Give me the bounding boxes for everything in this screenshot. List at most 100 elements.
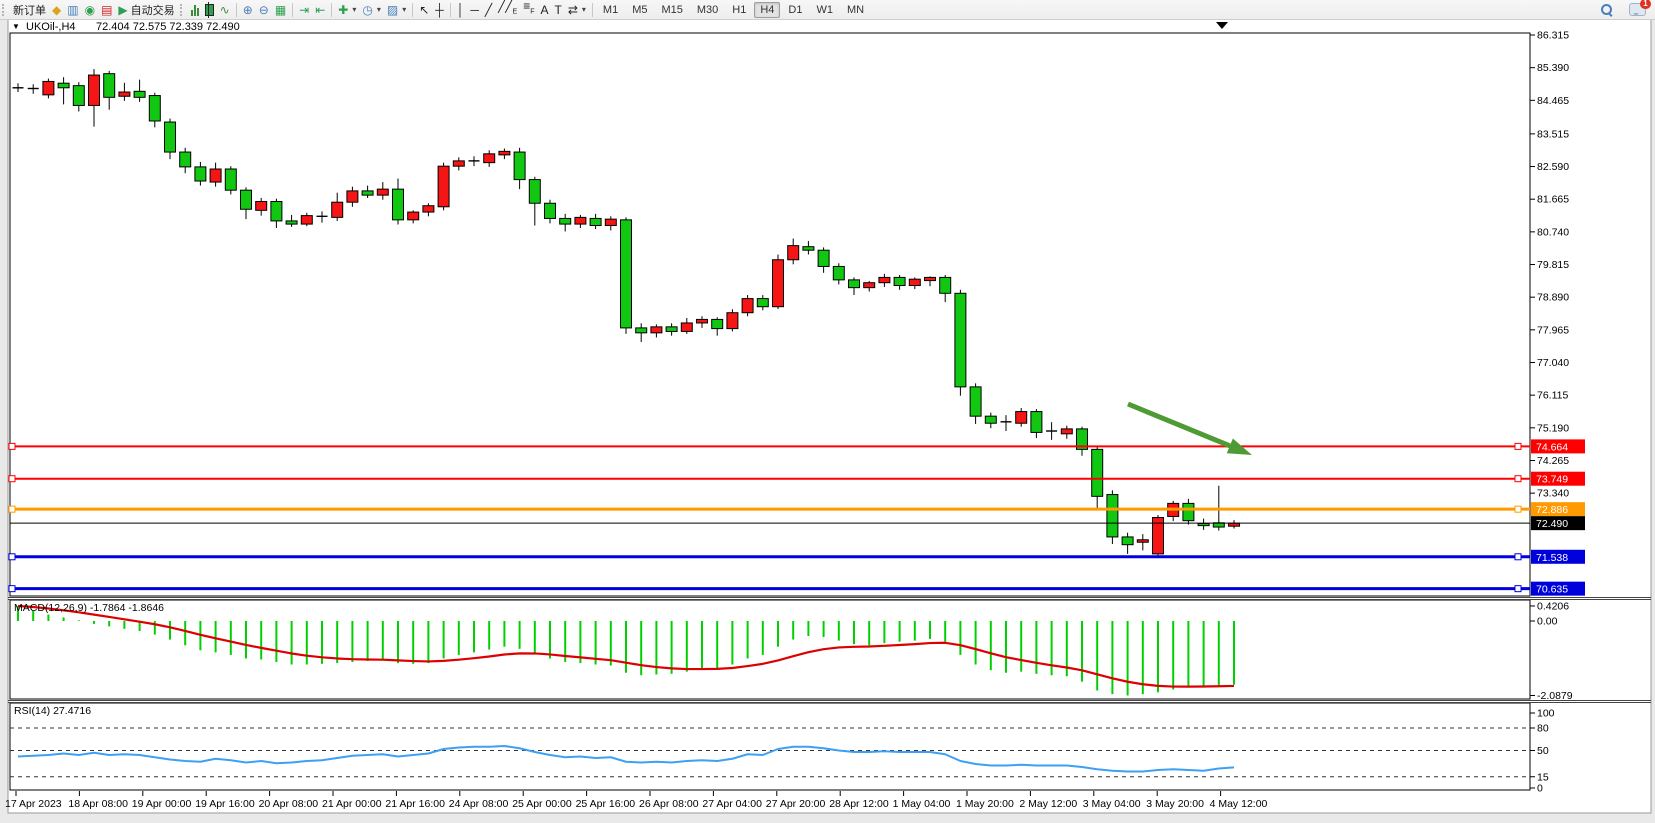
text-button[interactable]: A (537, 1, 551, 18)
hline-handle[interactable] (1514, 585, 1522, 593)
autotrading-button[interactable]: ▶ 自动交易 (115, 1, 177, 18)
hline-handle[interactable] (8, 442, 16, 450)
trendline-button[interactable]: ╱ (482, 1, 495, 18)
toolbar-grip (2, 3, 8, 16)
templates-button[interactable]: ▨ ▾ (384, 1, 409, 18)
hline-handle[interactable] (1514, 553, 1522, 561)
text-label-button[interactable]: T (552, 1, 565, 18)
annotation-arrow-head[interactable] (1226, 438, 1252, 455)
zoom-in-icon: ⊕ (242, 2, 253, 17)
candle-down (270, 200, 283, 222)
macd-pane[interactable] (9, 599, 1531, 700)
candle-up (1136, 539, 1149, 543)
macd-label: MACD(12,26,9) -1.7864 -1.8646 (14, 602, 164, 614)
tf-button-m1[interactable]: M1 (602, 3, 619, 16)
market-watch-button[interactable]: ◆ (49, 1, 64, 18)
tf-button-m5[interactable]: M5 (632, 3, 648, 16)
toolbar-right-group: 1 (1598, 0, 1651, 18)
arrows-button[interactable]: ⇄ ▾ (565, 1, 589, 18)
candle-up (483, 153, 496, 164)
time-axis-label: 4 May 12:00 (1210, 798, 1268, 810)
candle-down (802, 246, 815, 251)
candlestick-chart-button[interactable] (202, 1, 217, 18)
macd-axis-label: 0.00 (1537, 616, 1558, 628)
fibonacci-button[interactable]: ≡F (520, 0, 537, 18)
candle-up (680, 322, 693, 332)
candle-down (179, 151, 192, 168)
hline-handle[interactable] (8, 505, 16, 513)
hline-handle[interactable] (1514, 505, 1522, 513)
time-axis-label: 20 Apr 08:00 (259, 798, 319, 810)
candle-up (772, 259, 784, 308)
timeframe-group: M1 M5 M15 M30 H1 H4 D1 W1 MN (596, 1, 871, 18)
candle-down (939, 276, 952, 294)
horizontal-line-icon: ─ (470, 2, 479, 17)
candle-down (817, 249, 830, 267)
hline-handle[interactable] (1514, 442, 1522, 450)
horizontal-line-button[interactable]: ─ (467, 1, 482, 18)
tf-button-mn[interactable]: MN (846, 3, 865, 16)
periods-button[interactable]: ◷ ▾ (359, 1, 384, 18)
search-button[interactable] (1598, 1, 1616, 18)
candle-up (878, 276, 891, 284)
toolbar-separator (331, 2, 333, 17)
bar-chart-button[interactable] (188, 1, 202, 18)
chart-menu-icon[interactable]: ▼ (12, 22, 20, 31)
candle-down (1121, 536, 1134, 546)
tile-windows-button[interactable]: ▦ (272, 1, 289, 18)
rsi-pane[interactable] (9, 702, 1531, 791)
cursor-button[interactable]: ↖ (416, 1, 432, 18)
candle-down (984, 415, 997, 424)
price-tag-label: 74.664 (1536, 441, 1568, 453)
notifications-button[interactable]: 1 (1616, 0, 1651, 18)
vertical-line-button[interactable]: │ (454, 1, 468, 18)
price-tag-label: 72.886 (1536, 504, 1568, 516)
auto-scroll-icon: ⇥ (299, 2, 310, 17)
time-axis-label: 3 May 20:00 (1146, 798, 1204, 810)
chat-icon: 1 (1629, 0, 1651, 16)
crosshair-button[interactable]: ┼ (432, 1, 447, 18)
candle-up (1015, 411, 1028, 424)
macd-axis-label: -2.0879 (1537, 690, 1573, 702)
chevron-down-icon: ▾ (402, 5, 407, 14)
navigator-button[interactable]: ▥ (64, 1, 81, 18)
indicators-button[interactable]: ✚ ▾ (335, 1, 359, 18)
strategy-tester-button[interactable]: ◉ (82, 1, 98, 18)
new-order-button[interactable]: 新订单 (13, 4, 46, 17)
price-tag-72.886 (1531, 502, 1585, 517)
equidistant-channel-button[interactable]: ╱╱E (495, 0, 520, 18)
tf-button-m30[interactable]: M30 (696, 3, 719, 16)
price-axis-label: 74.265 (1537, 455, 1569, 467)
hline-handle[interactable] (8, 585, 16, 593)
candle-up (88, 74, 100, 106)
indicators-icon: ✚ (338, 2, 349, 17)
hline-handle[interactable] (8, 475, 16, 483)
candle-down (1182, 502, 1195, 522)
zoom-in-button[interactable]: ⊕ (240, 1, 256, 18)
text-label-icon: T (554, 2, 562, 17)
tf-button-d1[interactable]: D1 (788, 3, 803, 16)
hline-handle[interactable] (1514, 475, 1522, 483)
candle-down (559, 217, 572, 225)
annotation-arrow-line[interactable] (1127, 401, 1231, 449)
auto-scroll-button[interactable]: ⇥ (296, 1, 312, 18)
line-chart-button[interactable]: ∿ (217, 1, 233, 18)
candle-down (148, 95, 161, 122)
main-pane[interactable] (9, 32, 1531, 597)
zoom-out-button[interactable]: ⊖ (256, 1, 272, 18)
time-axis-label: 19 Apr 16:00 (195, 798, 255, 810)
chart-shift-button[interactable]: ⇤ (312, 1, 328, 18)
tf-button-w1[interactable]: W1 (816, 3, 833, 16)
shift-marker-icon[interactable] (1216, 22, 1228, 29)
candle-up (863, 282, 876, 289)
tf-button-h4[interactable]: H4 (754, 1, 781, 18)
price-axis-label: 85.390 (1537, 62, 1569, 74)
terminal-button[interactable]: ▤ (98, 1, 115, 18)
macd-axis-label: 0.4206 (1537, 600, 1569, 612)
tf-button-m15[interactable]: M15 (661, 3, 683, 16)
candles-layer[interactable] (12, 69, 1240, 558)
tf-button-h1[interactable]: H1 (732, 3, 747, 16)
zoom-out-icon: ⊖ (258, 2, 269, 17)
hline-handle[interactable] (8, 553, 16, 561)
